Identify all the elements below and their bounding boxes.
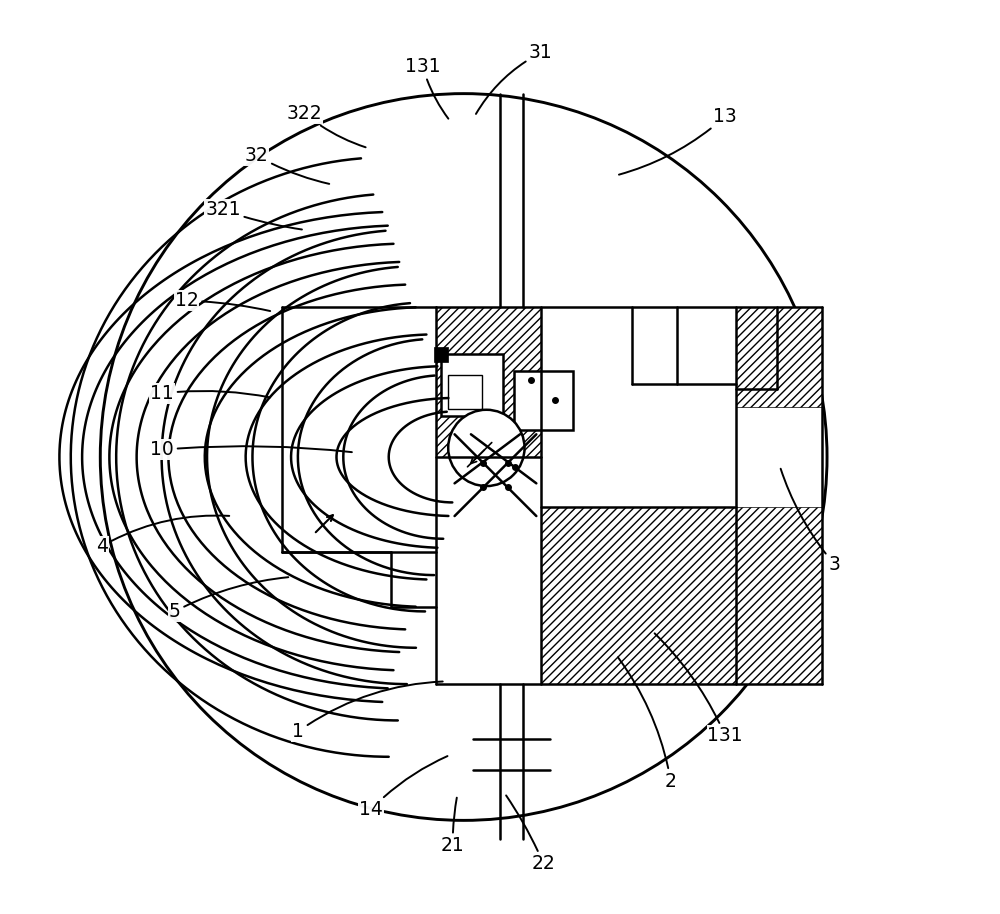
Text: 321: 321: [205, 200, 302, 229]
Text: 32: 32: [245, 146, 329, 184]
Text: 13: 13: [619, 107, 737, 175]
Text: 5: 5: [169, 577, 288, 621]
Bar: [514, 371, 573, 430]
Circle shape: [448, 409, 525, 486]
Bar: [736, 307, 822, 407]
Text: 14: 14: [359, 756, 447, 819]
Text: 11: 11: [150, 384, 270, 403]
Text: 131: 131: [655, 633, 743, 746]
Bar: [736, 507, 822, 684]
Text: 22: 22: [506, 795, 555, 874]
Text: 2: 2: [618, 657, 677, 791]
Text: 12: 12: [175, 292, 270, 311]
Text: 31: 31: [476, 43, 553, 114]
Text: 131: 131: [405, 57, 448, 119]
Text: 4: 4: [96, 515, 229, 556]
Text: 1: 1: [292, 682, 443, 741]
Text: 3: 3: [781, 469, 840, 574]
Text: 21: 21: [441, 798, 465, 856]
Bar: [441, 355, 503, 416]
Text: 322: 322: [287, 104, 366, 147]
Bar: [436, 307, 541, 457]
Bar: [448, 375, 482, 409]
Bar: [541, 507, 736, 684]
Text: 10: 10: [150, 441, 352, 459]
Bar: [434, 347, 448, 362]
